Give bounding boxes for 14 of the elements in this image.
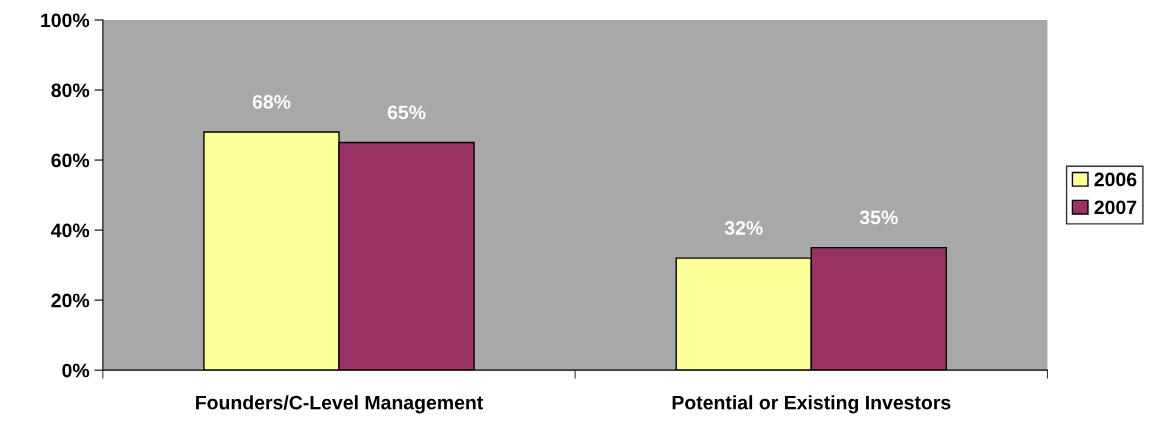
y-tick-label: 80%	[51, 83, 90, 98]
legend-label: 2006	[1094, 172, 1137, 187]
text: 32%	[724, 221, 763, 235]
y-tick-label: 100%	[41, 13, 90, 28]
y-tick-label: 0%	[62, 363, 90, 378]
y-tick-label: 20%	[51, 293, 90, 308]
y-tick-label: 40%	[51, 223, 90, 238]
text: 35%	[859, 210, 898, 225]
y-tick-label: 60%	[51, 153, 90, 168]
x-tick-label: Potential or Existing Investors	[672, 395, 951, 414]
x-tick-label: Founders/C-Level Management	[196, 395, 484, 414]
text: 65%	[387, 105, 426, 120]
legend-label: 2007	[1094, 200, 1137, 215]
text: 68%	[252, 94, 291, 109]
